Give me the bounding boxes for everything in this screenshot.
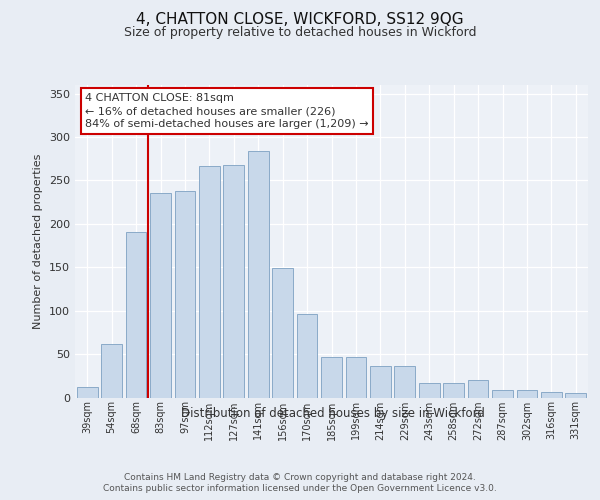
Bar — [492, 390, 513, 398]
Bar — [125, 232, 146, 398]
Bar — [150, 192, 171, 398]
Bar — [517, 390, 538, 398]
Bar — [223, 165, 244, 398]
Bar — [77, 387, 98, 398]
Bar — [419, 382, 440, 398]
Bar — [541, 392, 562, 398]
Bar — [272, 268, 293, 398]
Text: 4 CHATTON CLOSE: 81sqm
← 16% of detached houses are smaller (226)
84% of semi-de: 4 CHATTON CLOSE: 81sqm ← 16% of detached… — [85, 93, 369, 129]
Text: Size of property relative to detached houses in Wickford: Size of property relative to detached ho… — [124, 26, 476, 39]
Bar — [248, 151, 269, 398]
Bar — [394, 366, 415, 398]
Bar — [101, 344, 122, 398]
Bar — [565, 393, 586, 398]
Bar — [321, 356, 342, 398]
Bar — [175, 191, 196, 398]
Bar — [370, 366, 391, 398]
Text: Contains public sector information licensed under the Open Government Licence v3: Contains public sector information licen… — [103, 484, 497, 493]
Bar — [199, 166, 220, 398]
Bar — [467, 380, 488, 398]
Text: 4, CHATTON CLOSE, WICKFORD, SS12 9QG: 4, CHATTON CLOSE, WICKFORD, SS12 9QG — [136, 12, 464, 28]
Bar — [296, 314, 317, 398]
Text: Contains HM Land Registry data © Crown copyright and database right 2024.: Contains HM Land Registry data © Crown c… — [124, 472, 476, 482]
Y-axis label: Number of detached properties: Number of detached properties — [34, 154, 43, 329]
Text: Distribution of detached houses by size in Wickford: Distribution of detached houses by size … — [181, 408, 485, 420]
Bar — [443, 382, 464, 398]
Bar — [346, 356, 367, 398]
